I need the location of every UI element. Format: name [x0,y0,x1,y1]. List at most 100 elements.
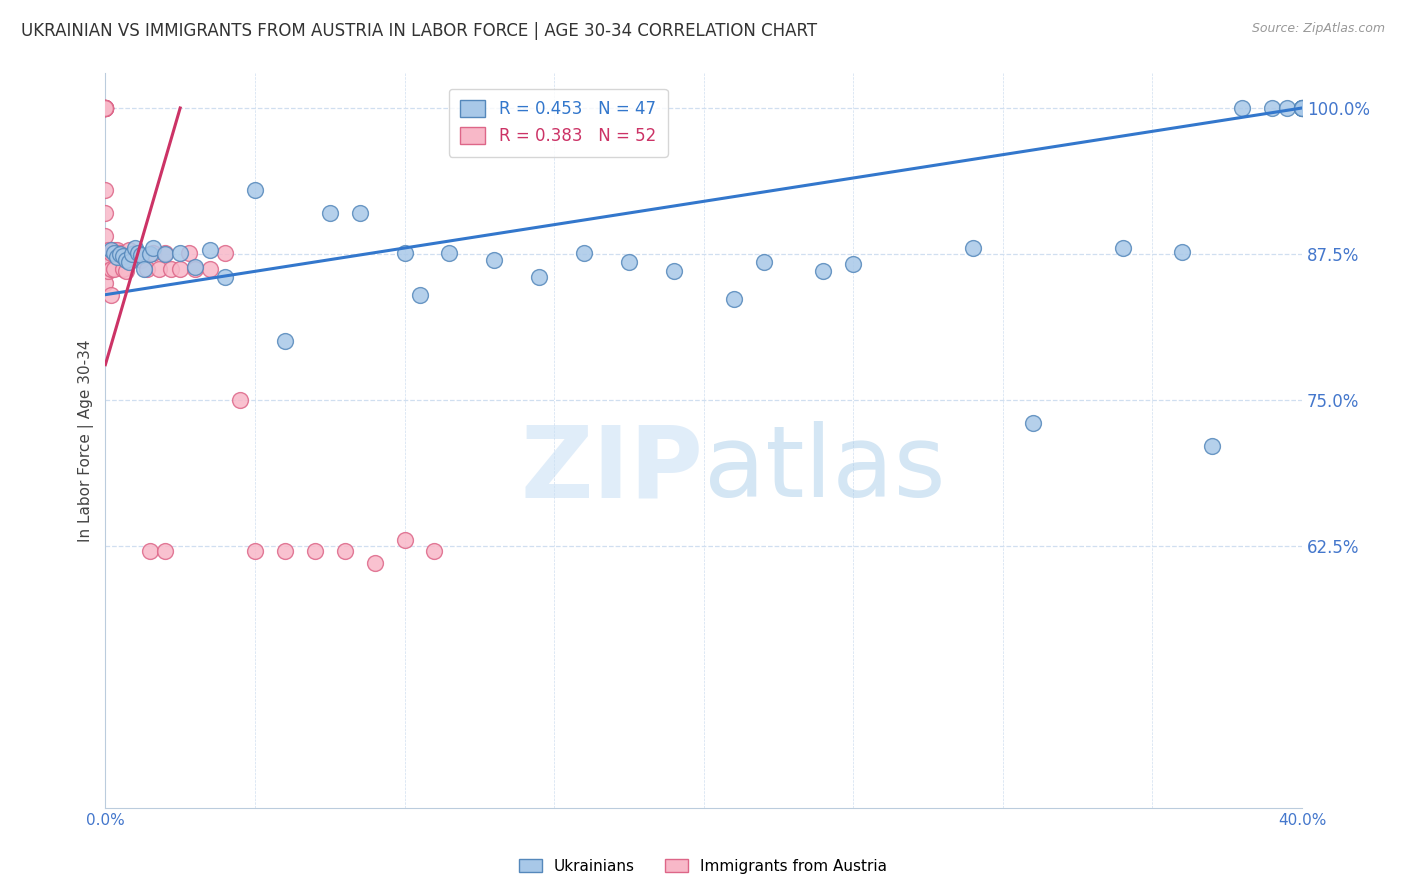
Point [139,544,162,558]
Point [94,101,117,115]
Point [723,293,745,307]
Point [103,244,125,258]
Point [813,264,835,278]
Point [97,244,120,258]
Point [94,101,117,115]
Point [155,544,177,558]
Point [160,262,183,277]
Point [136,262,159,277]
Point [408,287,430,301]
Point [962,241,984,255]
Point [572,245,595,260]
Point [214,270,236,285]
Text: atlas: atlas [704,421,945,518]
Point [179,245,201,260]
Point [134,262,156,277]
Point [333,544,356,558]
Point [127,245,149,260]
Point [304,544,326,558]
Point [110,247,132,261]
Point [423,544,446,558]
Point [484,252,506,267]
Point [94,276,117,290]
Point [662,264,685,278]
Legend: R = 0.453   N = 47, R = 0.383   N = 52: R = 0.453 N = 47, R = 0.383 N = 52 [449,88,668,157]
Point [94,101,117,115]
Point [617,255,640,269]
Point [97,264,120,278]
Point [129,248,152,262]
Point [1291,101,1313,115]
Point [169,245,191,260]
Point [243,183,266,197]
Point [1291,101,1313,115]
Point [148,262,170,277]
Point [1275,101,1298,115]
Point [363,556,385,570]
Point [94,101,117,115]
Point [274,544,297,558]
Point [243,544,266,558]
Point [155,245,177,260]
Point [124,245,146,260]
Point [1201,439,1223,453]
Point [94,101,117,115]
Point [94,252,117,267]
Point [100,262,122,277]
Point [184,262,207,277]
Point [100,244,122,258]
Point [94,101,117,115]
Point [349,206,371,220]
Point [752,255,775,269]
Point [439,245,461,260]
Point [155,247,177,261]
Text: ZIP: ZIP [520,421,704,518]
Point [100,287,122,301]
Point [115,252,138,267]
Point [1291,101,1313,115]
Point [94,101,117,115]
Point [112,249,135,263]
Point [139,247,162,261]
Point [121,247,143,261]
Point [198,262,221,277]
Point [184,260,207,274]
Point [115,264,138,278]
Point [842,257,865,271]
Point [1232,101,1254,115]
Point [142,245,165,260]
Text: Source: ZipAtlas.com: Source: ZipAtlas.com [1251,22,1385,36]
Point [274,334,297,349]
Point [94,229,117,244]
Point [94,101,117,115]
Point [1111,241,1133,255]
Point [169,262,191,277]
Point [103,245,125,260]
Y-axis label: In Labor Force | Age 30-34: In Labor Force | Age 30-34 [79,339,94,541]
Point [94,101,117,115]
Point [94,101,117,115]
Point [1291,101,1313,115]
Point [105,250,128,264]
Point [94,206,117,220]
Point [103,262,125,277]
Point [1022,416,1045,430]
Point [105,244,128,258]
Point [527,270,550,285]
Point [394,245,416,260]
Point [110,245,132,260]
Point [214,245,236,260]
Point [142,241,165,255]
Point [94,101,117,115]
Point [394,533,416,547]
Point [118,244,141,258]
Point [198,244,221,258]
Point [124,241,146,255]
Text: UKRAINIAN VS IMMIGRANTS FROM AUSTRIA IN LABOR FORCE | AGE 30-34 CORRELATION CHAR: UKRAINIAN VS IMMIGRANTS FROM AUSTRIA IN … [21,22,817,40]
Point [94,101,117,115]
Point [112,262,135,277]
Point [94,183,117,197]
Point [1171,244,1194,259]
Point [94,101,117,115]
Legend: Ukrainians, Immigrants from Austria: Ukrainians, Immigrants from Austria [512,853,894,880]
